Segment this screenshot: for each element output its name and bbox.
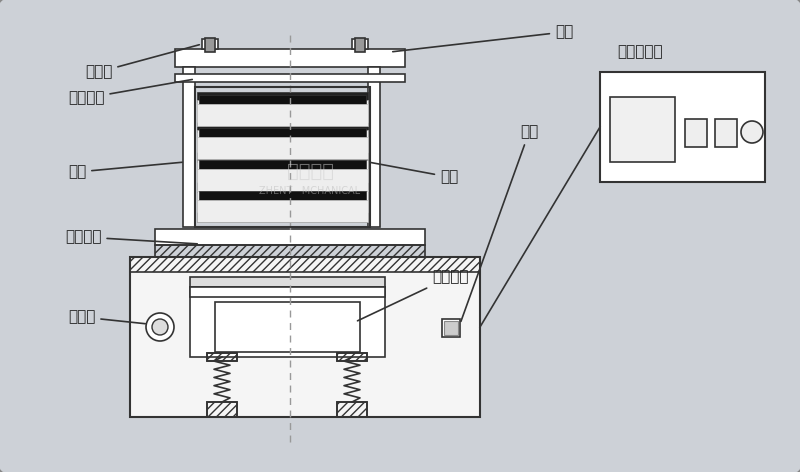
Bar xyxy=(215,302,360,352)
Bar xyxy=(175,49,405,67)
Circle shape xyxy=(741,121,763,143)
Text: 定时器: 定时器 xyxy=(68,310,146,325)
Text: 开关: 开关 xyxy=(461,125,538,321)
Text: ZHENT   MCHANICAL: ZHENT MCHANICAL xyxy=(259,186,361,196)
Bar xyxy=(197,160,368,182)
Bar xyxy=(197,200,368,222)
Bar xyxy=(337,353,367,361)
Bar xyxy=(337,402,367,417)
Bar xyxy=(190,287,385,357)
Bar xyxy=(197,122,368,132)
Text: 顶盖: 顶盖 xyxy=(393,25,574,51)
Bar xyxy=(197,190,368,212)
Bar xyxy=(190,287,385,297)
Bar xyxy=(197,104,368,126)
Text: 螺杆: 螺杆 xyxy=(68,162,182,179)
Bar xyxy=(207,402,237,417)
Text: 圆手柄: 圆手柄 xyxy=(85,45,199,79)
Bar xyxy=(355,38,365,52)
Bar xyxy=(199,191,366,200)
Bar xyxy=(610,97,675,162)
Bar xyxy=(155,245,425,257)
Bar xyxy=(175,74,405,82)
Bar xyxy=(197,182,368,192)
Bar xyxy=(197,100,368,122)
Circle shape xyxy=(146,313,174,341)
Bar xyxy=(600,72,765,182)
Bar xyxy=(195,87,370,227)
Bar xyxy=(197,152,368,162)
Bar xyxy=(130,257,480,417)
Bar xyxy=(199,95,366,104)
Bar xyxy=(337,402,367,417)
Bar xyxy=(155,229,425,245)
Text: 筛框: 筛框 xyxy=(370,162,458,185)
Bar xyxy=(207,353,237,361)
Bar xyxy=(207,353,237,361)
Bar xyxy=(197,137,368,159)
Bar xyxy=(190,277,385,287)
Bar xyxy=(442,319,460,337)
Bar xyxy=(207,402,237,417)
Bar xyxy=(197,92,368,102)
Bar xyxy=(337,353,367,361)
Bar xyxy=(199,128,366,137)
Bar xyxy=(130,257,480,272)
Bar xyxy=(197,212,368,222)
Text: 振动托盘: 振动托盘 xyxy=(65,229,198,244)
Bar xyxy=(197,169,368,191)
Text: 振动电机: 振动电机 xyxy=(358,270,469,321)
Bar xyxy=(368,67,380,227)
Bar xyxy=(352,39,368,49)
Bar xyxy=(197,130,368,152)
Bar xyxy=(685,119,707,147)
Bar xyxy=(205,38,215,52)
Text: 振泰机械: 振泰机械 xyxy=(286,162,334,181)
Bar xyxy=(444,321,458,335)
Bar xyxy=(715,119,737,147)
Bar xyxy=(197,82,368,227)
Bar xyxy=(202,39,218,49)
Circle shape xyxy=(152,319,168,335)
Bar xyxy=(199,160,366,169)
Text: 紧定手柄: 紧定手柄 xyxy=(68,79,192,106)
Text: 超声波电源: 超声波电源 xyxy=(617,44,663,59)
Bar xyxy=(183,67,195,227)
